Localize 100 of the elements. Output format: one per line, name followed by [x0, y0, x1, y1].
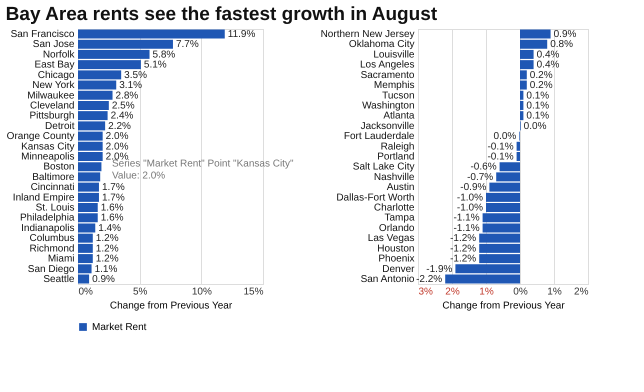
data-label: 0.9% [92, 274, 115, 285]
y-tick-label: Northern New Jersey [320, 29, 414, 40]
y-tick-label: Inland Empire [12, 192, 75, 204]
y-tick-label: Los Angeles [360, 60, 414, 71]
y-tick-label: Washington [362, 100, 414, 112]
x-tick-label: 2% [574, 286, 589, 298]
data-label: 2.0% [106, 141, 129, 152]
data-label: 1.6% [100, 202, 124, 214]
data-label: 7.7% [176, 39, 199, 50]
y-tick-label: Boston [43, 162, 74, 173]
x-tick-label: 15% [243, 286, 264, 298]
y-tick-label: Columbus [29, 233, 74, 244]
data-label: 3.5% [124, 70, 148, 81]
y-tick-label: Seattle [43, 274, 75, 285]
y-tick-label: Atlanta [383, 110, 415, 122]
data-label: 0.9% [554, 29, 576, 40]
y-tick-label: Norfolk [42, 49, 76, 60]
data-label: 2.4% [110, 110, 134, 122]
y-tick-label: Orlando [378, 222, 415, 234]
data-label: -1.1% [453, 222, 480, 234]
y-tick-label: Tampa [384, 212, 415, 224]
y-tick-label: Detroit [45, 120, 75, 132]
data-label: 1.2% [96, 233, 119, 244]
chart-title: Bay Area rents see the fastest growth in August [6, 4, 438, 25]
data-label: -1.0% [456, 192, 484, 204]
y-tick-label: Pittsburgh [29, 110, 74, 122]
y-tick-label: Milwaukee [27, 90, 75, 102]
data-label: 0.1% [526, 110, 550, 122]
y-tick-label: New York [32, 80, 76, 92]
y-tick-label: Las Vegas [368, 233, 414, 244]
y-tick-label: Phoenix [378, 254, 414, 265]
data-label: -1.2% [450, 243, 476, 254]
y-tick-label: San Jose [32, 39, 75, 50]
data-label: 0.4% [536, 49, 560, 60]
y-tick-label: Minneapolis [21, 152, 74, 162]
data-label: -1.1% [453, 212, 480, 224]
y-tick-label: Fort Lauderdale [344, 131, 415, 142]
data-label: 2.0% [106, 131, 129, 142]
x-axis-title: Change from Previous Year [110, 300, 233, 312]
y-tick-label: Memphis [374, 80, 414, 92]
y-tick-label: Salt Lake City [352, 162, 414, 173]
data-label: 11.9% [228, 29, 256, 40]
y-tick-label: Portland [377, 152, 414, 162]
x-tick-label: 0% [78, 286, 94, 298]
y-tick-label: East Bay [34, 60, 74, 71]
data-label: -0.1% [487, 141, 514, 152]
data-label: 1.2% [96, 254, 119, 265]
y-tick-label: Kansas City [21, 141, 74, 152]
y-tick-label: Philadelphia [20, 212, 75, 224]
data-label: 0.1% [526, 90, 550, 102]
y-tick-label: San Francisco [10, 29, 75, 40]
y-tick-label: Cleveland [30, 100, 74, 112]
data-label: 1.7% [102, 182, 125, 194]
data-label: -1.2% [450, 254, 476, 265]
data-label: 0.1% [526, 100, 550, 112]
y-tick-label: Oklahoma City [348, 39, 414, 50]
data-label: 2.2% [108, 120, 132, 132]
x-tick-label: 1% [547, 286, 562, 298]
y-tick-label: Austin [386, 182, 414, 194]
y-tick-label: Indianapolis [21, 222, 74, 234]
data-label: 3.1% [119, 80, 142, 92]
data-label: 5.8% [152, 49, 176, 60]
y-tick-label: Orange County [6, 131, 74, 142]
y-tick-label: Raleigh [380, 141, 414, 152]
data-label: 1.4% [98, 222, 122, 234]
y-tick-label: Jacksonville [360, 120, 415, 132]
x-tick-label: 3% [418, 286, 434, 298]
data-label: 0.0% [494, 131, 516, 142]
x-axis-title: Change from Previous Year [442, 300, 566, 312]
legend-label: Market Rent [92, 322, 147, 333]
annotation: Value: 2.0% [112, 170, 166, 182]
data-label: 1.7% [102, 192, 125, 204]
x-tick-label: 5% [132, 286, 148, 298]
y-tick-label: Sacramento [360, 70, 415, 81]
x-tick-label: 1% [479, 286, 494, 298]
y-tick-label: Louisville [373, 49, 415, 60]
y-tick-label: Miami [48, 254, 74, 265]
y-tick-label: San Antonio [360, 274, 415, 285]
y-tick-label: Denver [382, 264, 416, 275]
data-label: -2.2% [416, 274, 442, 285]
data-label: -0.1% [487, 152, 514, 162]
y-tick-label: Cincinnati [30, 182, 74, 194]
data-label: -1.2% [450, 233, 476, 244]
data-label: 5.1% [144, 60, 167, 71]
data-label: 0.2% [530, 80, 553, 92]
data-label: 0.2% [530, 70, 553, 81]
data-label: 2.5% [112, 100, 135, 112]
data-label: -0.6% [470, 162, 497, 173]
y-tick-label: Chicago [38, 70, 75, 81]
x-tick-label: 2% [445, 286, 460, 298]
data-label: -1.0% [456, 202, 484, 214]
y-tick-label: St. Louis [36, 202, 74, 214]
y-tick-label: Houston [377, 243, 414, 254]
y-tick-label: San Diego [28, 264, 75, 275]
data-label: 0.4% [536, 60, 560, 71]
data-label: -0.7% [467, 172, 494, 183]
data-label: -1.9% [426, 264, 453, 275]
data-label: -0.9% [460, 182, 487, 194]
x-tick-label: 0% [513, 286, 528, 298]
data-label: 1.1% [94, 264, 118, 275]
